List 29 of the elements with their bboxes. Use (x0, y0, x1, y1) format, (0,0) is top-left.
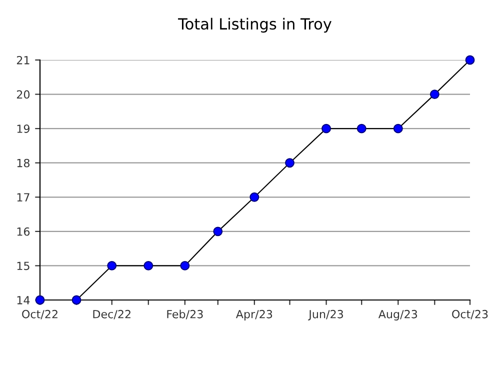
point (285, 158, 294, 168)
point (356, 124, 366, 134)
y-tick-label: 15 (17, 262, 30, 270)
y-tick-label: 19 (17, 124, 30, 133)
point (213, 226, 223, 236)
x-tick-label: Oct/22 (22, 310, 58, 320)
point (35, 295, 45, 305)
point (465, 55, 475, 65)
point (430, 90, 440, 100)
y-tick-label: 14 (17, 296, 30, 304)
y-tick-label: 21 (16, 56, 30, 64)
x-tick-label: Aug/23 (378, 310, 418, 320)
point (107, 260, 117, 270)
y-tick-label: 16 (17, 227, 30, 236)
x-tick-label: Feb/23 (167, 310, 203, 320)
point (393, 124, 403, 134)
x-tick-label: Apr/23 (236, 310, 272, 320)
chart-title: Total Listings in Troy (178, 18, 332, 33)
point (72, 295, 82, 305)
x-tick-label: Jun/23 (308, 310, 344, 320)
y-tick-label: 20 (16, 90, 30, 99)
point (322, 124, 331, 134)
x-tick-label: Oct/23 (452, 310, 488, 320)
y-tick-label: 18 (17, 158, 30, 168)
x-tick-label: Dec/22 (93, 310, 130, 320)
point (144, 260, 154, 270)
y-tick-label: 17 (17, 193, 30, 202)
point (250, 192, 260, 202)
point (180, 260, 190, 270)
